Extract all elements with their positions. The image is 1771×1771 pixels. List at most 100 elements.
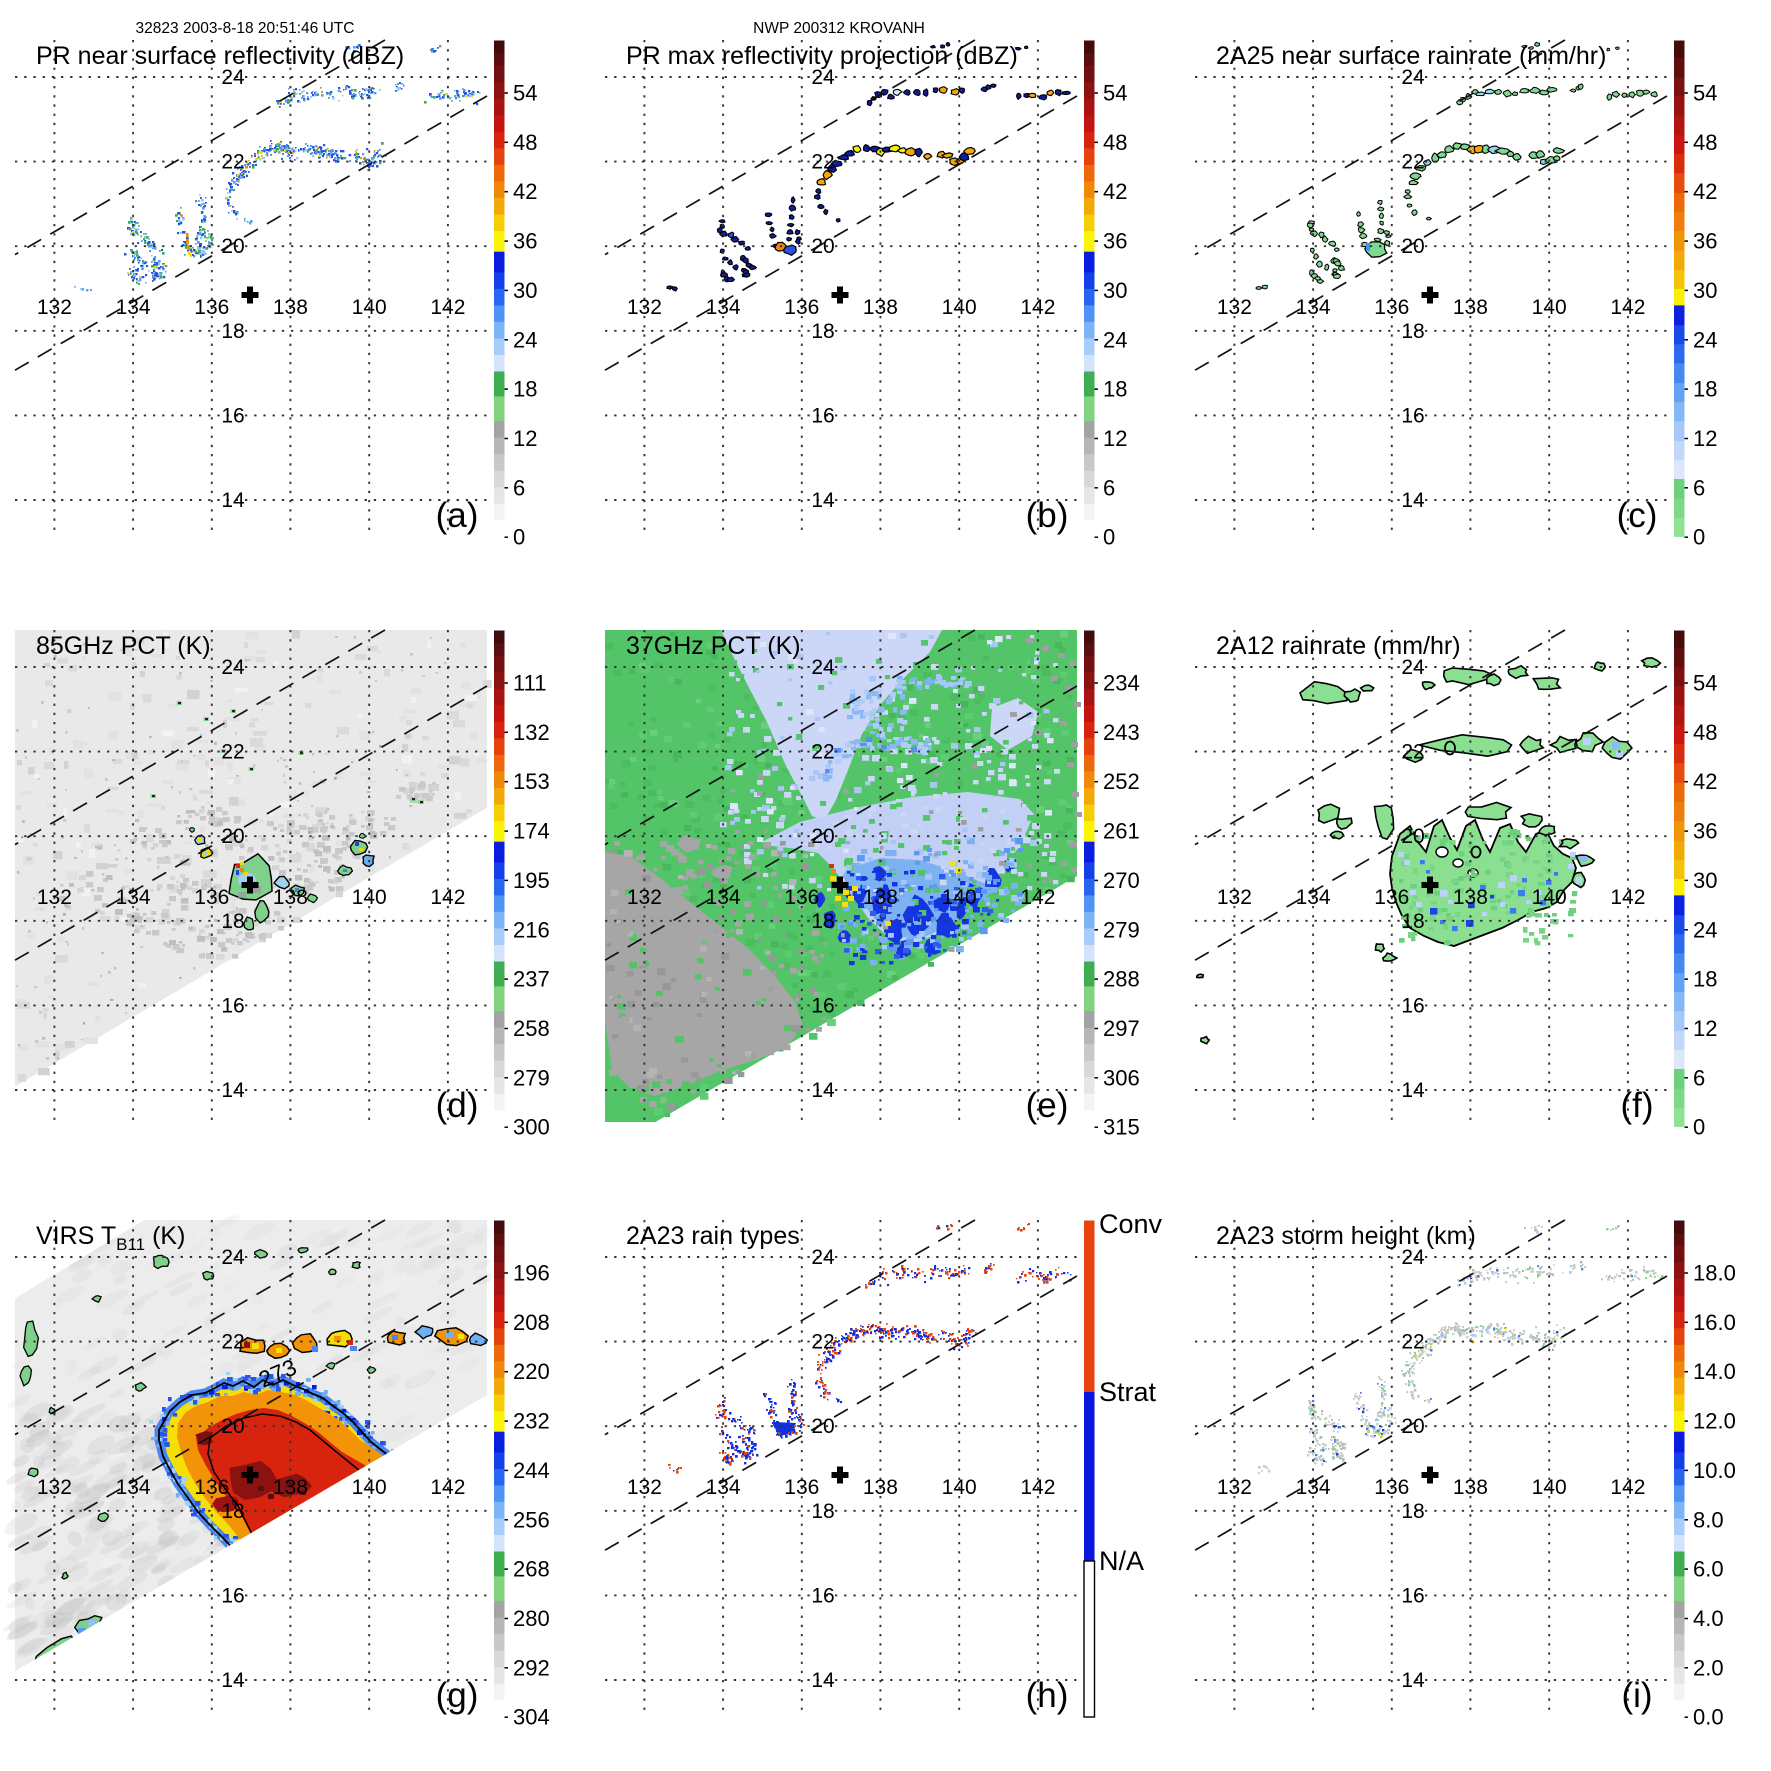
svg-text:142: 142 xyxy=(430,296,465,319)
svg-text:138: 138 xyxy=(863,886,898,909)
svg-text:300: 300 xyxy=(513,1115,550,1140)
svg-text:36: 36 xyxy=(513,229,537,254)
svg-text:136: 136 xyxy=(784,1476,819,1499)
svg-text:22: 22 xyxy=(811,741,834,764)
svg-text:208: 208 xyxy=(513,1310,550,1335)
svg-text:36: 36 xyxy=(1693,819,1717,844)
svg-text:142: 142 xyxy=(430,1476,465,1499)
svg-text:30: 30 xyxy=(513,278,537,303)
svg-text:24: 24 xyxy=(811,1246,835,1269)
svg-text:22: 22 xyxy=(221,741,244,764)
svg-text:16: 16 xyxy=(221,404,244,427)
svg-text:14: 14 xyxy=(221,489,245,512)
svg-text:18: 18 xyxy=(811,910,834,933)
svg-text:48: 48 xyxy=(513,130,537,155)
svg-text:18: 18 xyxy=(1693,967,1717,992)
svg-text:234: 234 xyxy=(1103,671,1140,696)
svg-text:42: 42 xyxy=(1693,769,1717,794)
svg-text:22: 22 xyxy=(1401,1331,1424,1354)
svg-text:134: 134 xyxy=(116,296,151,319)
svg-text:136: 136 xyxy=(1374,296,1409,319)
svg-text:140: 140 xyxy=(352,886,387,909)
svg-text:(g): (g) xyxy=(436,1676,479,1715)
svg-text:136: 136 xyxy=(194,296,229,319)
svg-text:4.0: 4.0 xyxy=(1693,1606,1724,1631)
svg-text:132: 132 xyxy=(37,296,72,319)
svg-text:134: 134 xyxy=(1296,296,1331,319)
svg-text:20: 20 xyxy=(221,235,244,258)
svg-text:22: 22 xyxy=(221,1331,244,1354)
svg-text:18: 18 xyxy=(1401,320,1424,343)
svg-text:297: 297 xyxy=(1103,1016,1140,1041)
svg-text:261: 261 xyxy=(1103,819,1140,844)
svg-text:134: 134 xyxy=(706,296,741,319)
svg-text:20: 20 xyxy=(1401,1415,1424,1438)
svg-text:20: 20 xyxy=(811,235,834,258)
svg-text:132: 132 xyxy=(1217,886,1252,909)
svg-text:2A23 rain types: 2A23 rain types xyxy=(626,1222,800,1250)
svg-text:134: 134 xyxy=(1296,886,1331,909)
svg-text:16: 16 xyxy=(811,404,834,427)
svg-text:132: 132 xyxy=(1217,296,1252,319)
svg-text:237: 237 xyxy=(513,967,550,992)
svg-text:6: 6 xyxy=(513,475,525,500)
svg-text:(e): (e) xyxy=(1026,1086,1069,1125)
svg-text:140: 140 xyxy=(1532,296,1567,319)
svg-text:279: 279 xyxy=(513,1065,550,1090)
svg-text:14.0: 14.0 xyxy=(1693,1359,1736,1384)
svg-text:132: 132 xyxy=(627,886,662,909)
svg-text:134: 134 xyxy=(706,886,741,909)
svg-text:14: 14 xyxy=(811,489,835,512)
svg-text:142: 142 xyxy=(1020,296,1055,319)
svg-text:12.0: 12.0 xyxy=(1693,1409,1736,1434)
svg-text:(d): (d) xyxy=(436,1086,479,1125)
svg-text:22: 22 xyxy=(1401,741,1424,764)
svg-text:196: 196 xyxy=(513,1261,550,1286)
svg-text:32823 2003-8-18 20:51:46 UTC: 32823 2003-8-18 20:51:46 UTC xyxy=(136,20,355,37)
svg-text:142: 142 xyxy=(1020,1476,1055,1499)
svg-text:2A25 near surface rainrate (mm: 2A25 near surface rainrate (mm/hr) xyxy=(1216,42,1606,70)
svg-text:142: 142 xyxy=(430,886,465,909)
svg-text:270: 270 xyxy=(1103,868,1140,893)
svg-text:132: 132 xyxy=(37,1476,72,1499)
svg-text:20: 20 xyxy=(221,825,244,848)
svg-text:22: 22 xyxy=(221,151,244,174)
svg-text:132: 132 xyxy=(627,1476,662,1499)
svg-text:16: 16 xyxy=(811,1584,834,1607)
svg-text:85GHz PCT (K): 85GHz PCT (K) xyxy=(36,632,211,660)
svg-text:280: 280 xyxy=(513,1606,550,1631)
svg-text:140: 140 xyxy=(1532,1476,1567,1499)
svg-text:18: 18 xyxy=(513,377,537,402)
svg-text:48: 48 xyxy=(1103,130,1127,155)
svg-text:288: 288 xyxy=(1103,967,1140,992)
svg-text:6: 6 xyxy=(1103,475,1115,500)
svg-text:24: 24 xyxy=(1401,66,1425,89)
svg-text:138: 138 xyxy=(1453,886,1488,909)
svg-text:140: 140 xyxy=(942,1476,977,1499)
svg-text:18: 18 xyxy=(1401,1500,1424,1523)
svg-text:8.0: 8.0 xyxy=(1693,1507,1724,1532)
svg-text:12: 12 xyxy=(1693,1016,1717,1041)
svg-text:42: 42 xyxy=(1693,179,1717,204)
svg-text:16: 16 xyxy=(811,994,834,1017)
svg-text:132: 132 xyxy=(627,296,662,319)
svg-text:42: 42 xyxy=(1103,179,1127,204)
svg-text:(f): (f) xyxy=(1620,1086,1653,1125)
svg-text:18.0: 18.0 xyxy=(1693,1261,1736,1286)
svg-text:36: 36 xyxy=(1693,229,1717,254)
svg-text:138: 138 xyxy=(863,1476,898,1499)
svg-text:20: 20 xyxy=(221,1415,244,1438)
svg-text:24: 24 xyxy=(1401,1246,1425,1269)
svg-text:PR max reflectivity projection: PR max reflectivity projection (dBZ) xyxy=(626,42,1018,70)
svg-text:30: 30 xyxy=(1693,278,1717,303)
svg-text:48: 48 xyxy=(1693,130,1717,155)
svg-text:16: 16 xyxy=(1401,1584,1424,1607)
svg-text:VIRS TB11 (K): VIRS TB11 (K) xyxy=(36,1222,185,1254)
svg-text:132: 132 xyxy=(513,720,550,745)
svg-text:37GHz PCT (K): 37GHz PCT (K) xyxy=(626,632,801,660)
svg-text:136: 136 xyxy=(194,1476,229,1499)
svg-text:14: 14 xyxy=(221,1669,245,1692)
svg-text:42: 42 xyxy=(513,179,537,204)
svg-text:153: 153 xyxy=(513,769,550,794)
svg-text:138: 138 xyxy=(863,296,898,319)
